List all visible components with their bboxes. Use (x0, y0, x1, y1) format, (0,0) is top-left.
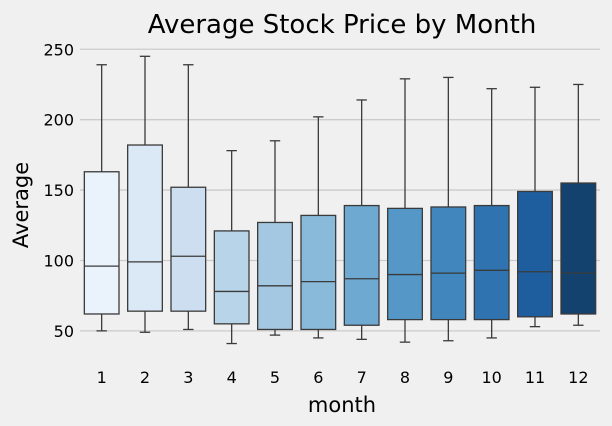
x-tick-label: 3 (183, 368, 193, 387)
x-tick-label: 11 (525, 368, 545, 387)
box-month-10 (473, 88, 510, 339)
box-month-5 (257, 140, 293, 336)
iqr-box (473, 204, 510, 321)
x-tick-label: 10 (481, 368, 501, 387)
x-axis-title: month (308, 393, 376, 417)
box-month-11 (517, 86, 553, 328)
x-tick-label: 1 (97, 368, 107, 387)
y-tick-label: 200 (43, 111, 74, 130)
y-tick-labels: 50 100 150 200 250 (43, 40, 74, 341)
boxes (83, 55, 597, 345)
x-tick-label: 7 (357, 368, 367, 387)
y-tick-label: 50 (54, 322, 74, 341)
iqr-box (387, 207, 423, 321)
iqr-box (170, 186, 207, 312)
iqr-box (257, 221, 293, 331)
y-axis-title: Average (9, 162, 33, 248)
x-tick-label: 12 (568, 368, 588, 387)
x-tick-labels: 1 2 3 4 5 6 7 8 9 10 11 12 (97, 368, 589, 387)
iqr-box (213, 230, 250, 325)
iqr-box (560, 182, 597, 315)
y-tick-label: 100 (43, 251, 74, 270)
y-tick-label: 250 (43, 40, 74, 59)
x-tick-label: 9 (443, 368, 453, 387)
chart-title: Average Stock Price by Month (148, 10, 537, 40)
box-month-7 (343, 99, 380, 340)
iqr-box (430, 206, 467, 321)
box-month-4 (213, 149, 250, 345)
iqr-box (517, 190, 553, 318)
box-month-1 (83, 64, 120, 332)
box-month-9 (430, 76, 467, 342)
gridlines (80, 48, 600, 332)
box-month-8 (387, 78, 423, 343)
y-tick-label: 150 (43, 181, 74, 200)
iqr-box (127, 144, 163, 312)
box-month-3 (170, 64, 207, 331)
iqr-box (300, 214, 337, 331)
box-month-12 (560, 83, 597, 326)
iqr-box (83, 171, 120, 315)
x-tick-label: 2 (140, 368, 150, 387)
x-tick-label: 8 (400, 368, 410, 387)
box-month-6 (300, 116, 337, 339)
x-tick-label: 4 (227, 368, 237, 387)
iqr-box (343, 204, 380, 326)
x-tick-label: 5 (270, 368, 280, 387)
box-month-2 (127, 55, 163, 333)
x-tick-label: 6 (313, 368, 323, 387)
